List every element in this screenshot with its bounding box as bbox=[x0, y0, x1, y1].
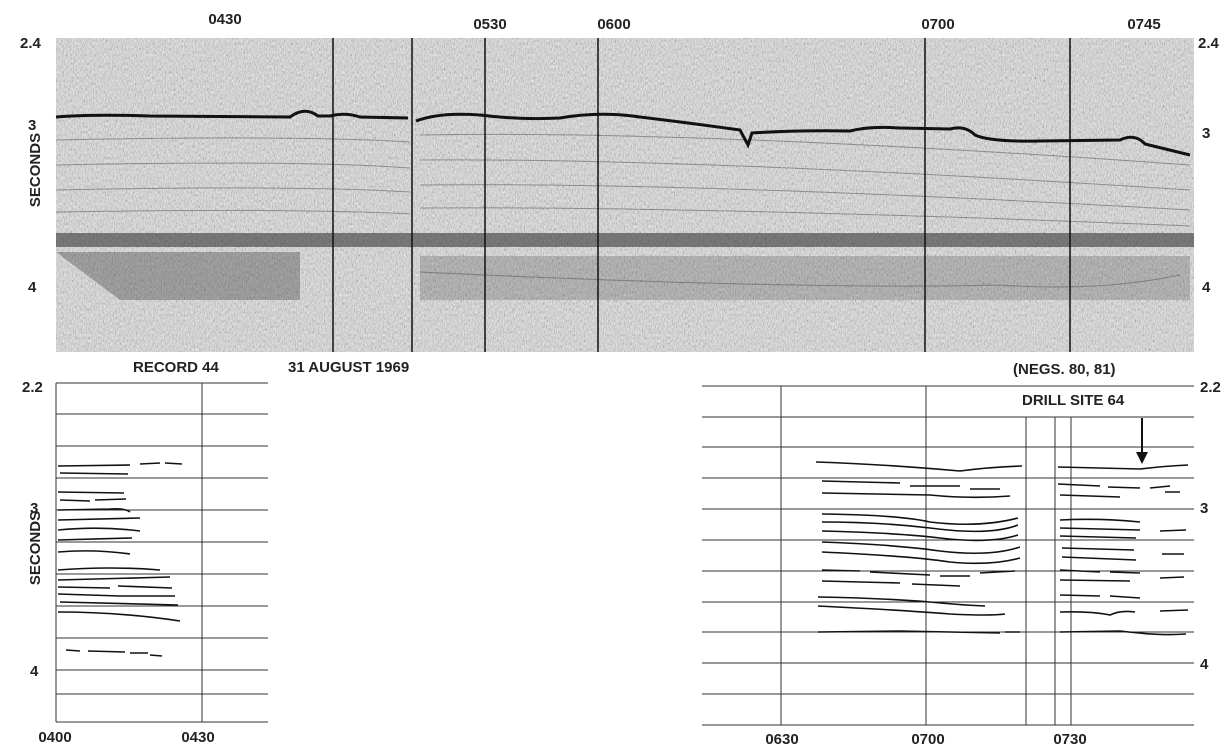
left-panel-grid bbox=[55, 382, 268, 723]
dark-reflector-zone-right bbox=[420, 256, 1190, 300]
right-tick-4: 4 bbox=[1200, 656, 1209, 673]
top-right-tick-4: 4 bbox=[1202, 279, 1211, 296]
right-panel-grid bbox=[702, 385, 1194, 726]
bottom-multiple-band bbox=[56, 233, 1194, 247]
right-x-tick-0630: 0630 bbox=[765, 731, 798, 748]
drill-site-arrow bbox=[1136, 418, 1148, 464]
right-interpretation-panel bbox=[702, 385, 1194, 726]
right-x-tick-0730: 0730 bbox=[1053, 731, 1086, 748]
negs-label: (NEGS. 80, 81) bbox=[1013, 361, 1116, 378]
top-right-tick-2-4: 2.4 bbox=[1198, 35, 1220, 52]
top-left-tick-2-4: 2.4 bbox=[20, 35, 42, 52]
record-label: RECORD 44 bbox=[133, 359, 220, 376]
seafloor-reflector-b bbox=[415, 112, 1191, 157]
sub-bottom-reflectors bbox=[55, 133, 1191, 288]
top-right-tick-3: 3 bbox=[1202, 125, 1210, 142]
right-x-tick-0700: 0700 bbox=[911, 731, 944, 748]
right-tick-2-2: 2.2 bbox=[1200, 379, 1221, 396]
left-x-tick-0430: 0430 bbox=[181, 729, 214, 746]
left-interpretation-panel bbox=[55, 382, 268, 723]
left-x-tick-0400: 0400 bbox=[38, 729, 71, 746]
left-y-axis-label: SECONDS bbox=[27, 511, 44, 585]
top-left-tick-3: 3 bbox=[28, 117, 36, 134]
time-label-0430: 0430 bbox=[208, 11, 241, 28]
seafloor-reflector-a bbox=[55, 109, 409, 120]
left-panel-reflectors bbox=[57, 462, 183, 657]
left-tick-2-2: 2.2 bbox=[22, 379, 43, 396]
time-label-0745: 0745 bbox=[1127, 16, 1160, 33]
date-label: 31 AUGUST 1969 bbox=[288, 359, 409, 376]
right-panel-reflectors bbox=[815, 461, 1189, 636]
left-tick-4: 4 bbox=[30, 663, 39, 680]
seismic-record bbox=[55, 38, 1194, 352]
left-tick-3: 3 bbox=[30, 500, 38, 517]
drill-site-label: DRILL SITE 64 bbox=[1022, 392, 1125, 409]
right-tick-3: 3 bbox=[1200, 500, 1208, 517]
top-y-axis-label: SECONDS bbox=[27, 133, 44, 207]
time-label-0530: 0530 bbox=[473, 16, 506, 33]
time-label-0600: 0600 bbox=[597, 16, 630, 33]
record-noise bbox=[56, 38, 1194, 352]
dark-reflector-zone-left bbox=[56, 252, 300, 300]
timing-marks bbox=[332, 38, 1071, 352]
top-left-tick-4: 4 bbox=[28, 279, 37, 296]
time-label-0700: 0700 bbox=[921, 16, 954, 33]
